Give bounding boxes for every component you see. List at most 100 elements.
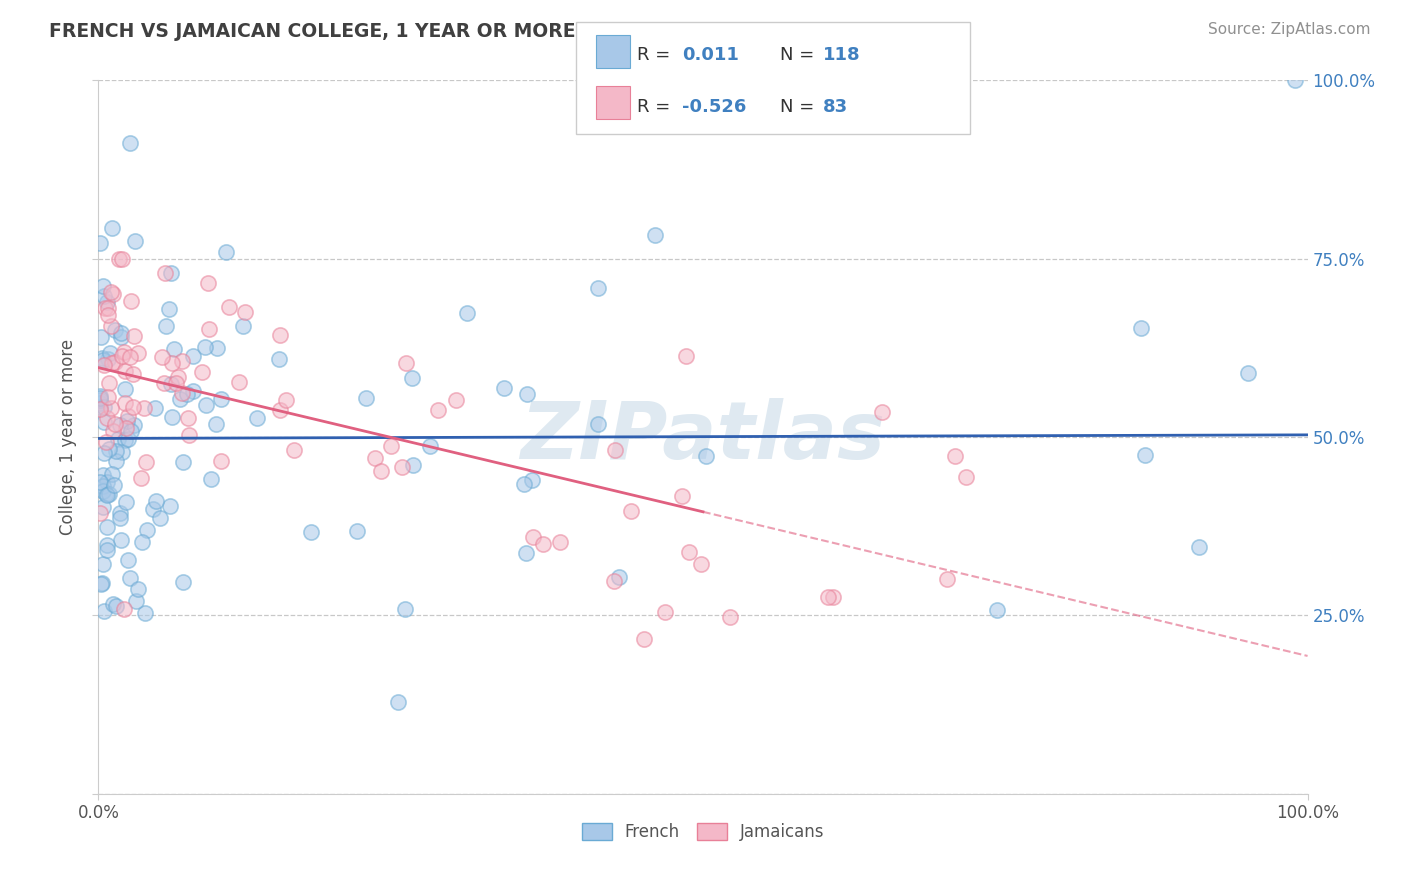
Point [671,489,693,503]
Point [89,402,111,417]
Point [117,432,139,446]
Point [97,301,120,316]
Point [401,371,423,385]
Point [402,458,425,472]
Point [205,341,228,355]
Point [98,346,121,360]
Point [94,301,117,315]
Point [89,506,111,520]
Point [117,553,139,567]
Point [181,384,204,398]
Point [169,392,191,406]
Point [943,449,966,463]
Point [121,400,143,414]
Point [163,342,186,356]
Text: FRENCH VS JAMAICAN COLLEGE, 1 YEAR OR MORE CORRELATION CHART: FRENCH VS JAMAICAN COLLEGE, 1 YEAR OR MO… [49,22,807,41]
Point [172,574,194,589]
Point [136,523,159,537]
Point [209,392,232,406]
Point [91,576,114,591]
Point [100,401,122,415]
Point [456,306,478,320]
Point [492,381,515,395]
Point [194,340,217,354]
Point [391,459,413,474]
Point [127,582,149,596]
Point [149,510,172,524]
Point [387,695,409,709]
Text: R =: R = [637,98,676,116]
Point [246,410,269,425]
Point [96,520,118,534]
Point [124,594,146,608]
Point [96,543,118,558]
Point [269,351,291,366]
Point [274,393,297,408]
Point [93,400,115,414]
Point [115,421,138,435]
Point [191,365,214,379]
Point [93,446,115,460]
Point [97,351,120,366]
Point [364,450,387,465]
Text: N =: N = [780,46,820,64]
Y-axis label: College, 1 year or more: College, 1 year or more [59,339,77,535]
Point [101,221,124,235]
Point [97,391,120,405]
Point [101,424,124,438]
Point [1237,366,1260,380]
Point [112,602,135,616]
Point [98,487,121,501]
Point [870,405,893,419]
Point [96,294,118,309]
Point [1130,320,1153,334]
Point [986,603,1008,617]
Point [93,358,115,372]
Point [98,442,121,457]
Text: 83: 83 [823,98,848,116]
Point [105,599,128,613]
Point [167,370,190,384]
Point [228,375,250,389]
Point [218,300,240,314]
Point [104,417,127,431]
Point [142,502,165,516]
Point [120,136,142,150]
Point [607,570,630,584]
Point [155,318,177,333]
Point [114,382,136,396]
Point [89,393,111,408]
Point [94,434,117,449]
Point [718,610,741,624]
Point [91,278,114,293]
Point [89,475,111,489]
Point [299,524,322,539]
Point [172,455,194,469]
Text: -0.526: -0.526 [682,98,747,116]
Point [235,305,257,319]
Point [104,355,127,369]
Point [93,288,115,302]
Point [817,590,839,604]
Point [162,356,184,370]
Point [1133,448,1156,462]
Point [150,351,173,365]
Point [1284,73,1306,87]
Text: 118: 118 [823,46,860,64]
Point [90,577,112,591]
Text: Source: ZipAtlas.com: Source: ZipAtlas.com [1208,22,1371,37]
Point [100,285,122,299]
Point [531,536,554,550]
Point [115,494,138,508]
Point [654,605,676,619]
Point [122,367,145,381]
Point [127,346,149,360]
Point [205,417,228,432]
Point [419,439,441,453]
Point [160,377,183,392]
Point [215,244,238,259]
Point [97,376,120,391]
Point [89,235,111,250]
Text: 0.011: 0.011 [682,46,738,64]
Point [105,443,128,458]
